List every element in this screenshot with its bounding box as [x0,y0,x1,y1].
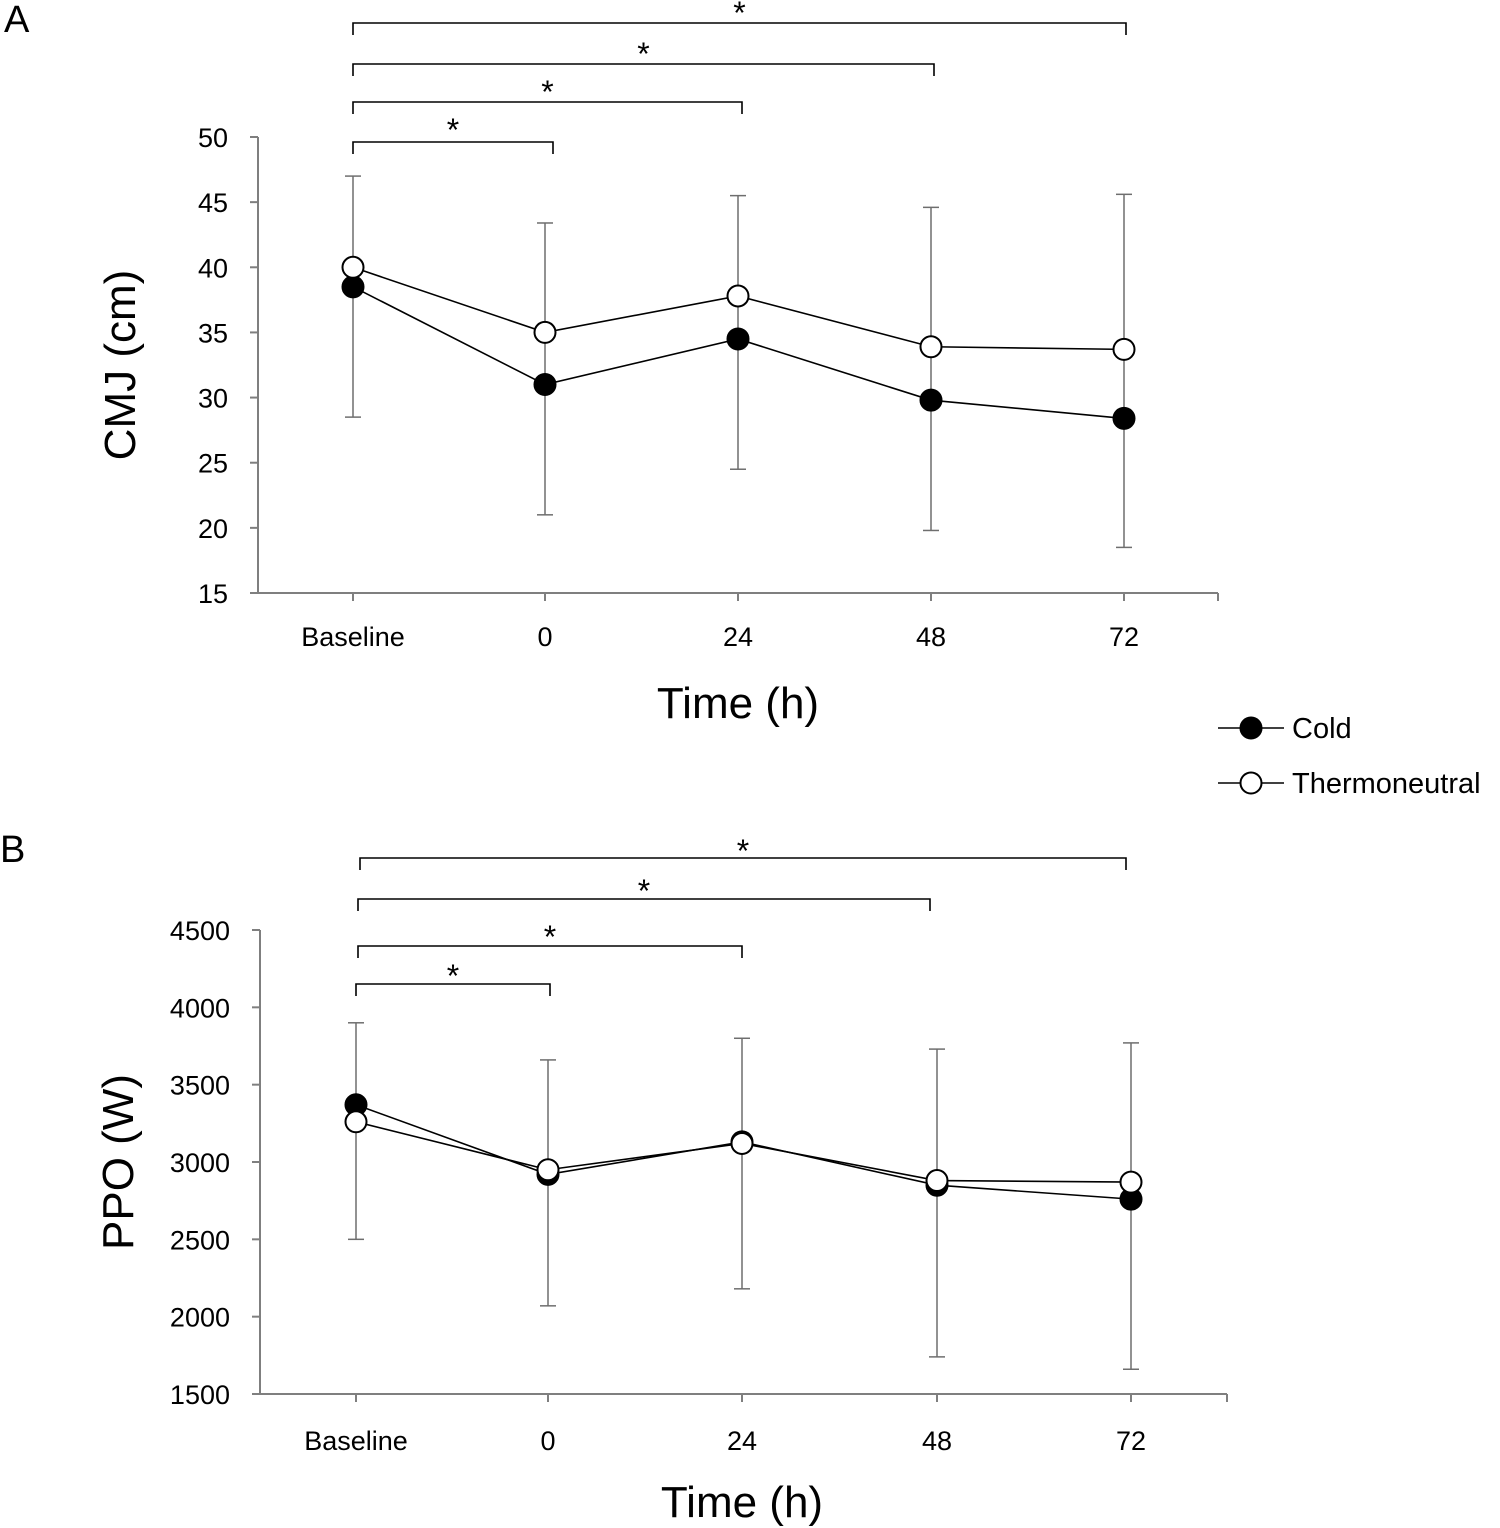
y-tick-label: 40 [198,253,228,283]
x-tick-label: 48 [916,622,946,652]
data-point-cold [1112,406,1136,430]
x-tick-label: 72 [1116,1426,1146,1456]
x-tick-label: 24 [727,1426,757,1456]
panel-a-chart: A 15 20 25 30 35 40 45 50 Baseline 0 24 48 72 Time (h)… [4,0,1219,728]
panel-label: A [4,0,30,41]
significance-star: * [733,0,745,31]
data-point-thermoneutral [726,284,750,308]
y-tick-label: 2000 [170,1303,230,1333]
y-tick-label: 1500 [170,1380,230,1410]
legend-label: Thermoneutral [1292,768,1481,800]
y-tick-label: 20 [198,514,228,544]
significance-bracket [359,857,1127,870]
significance-star: * [737,833,749,869]
significance-bracket [352,101,743,114]
significance-star: * [541,74,553,110]
significance-bracket [355,983,551,996]
data-point-thermoneutral [1112,337,1136,361]
legend-label: Cold [1292,713,1352,745]
significance-bracket [352,141,554,154]
legend-marker-cold [1239,716,1263,740]
data-point-thermoneutral [730,1131,754,1155]
significance-star: * [638,873,650,909]
significance-bracket [352,63,935,76]
x-tick-label: 48 [922,1426,952,1456]
data-point-cold [341,275,365,299]
y-tick-label: 4000 [170,993,230,1023]
data-point-thermoneutral [341,255,365,279]
significance-star: * [447,958,459,994]
y-tick-label: 15 [198,579,228,609]
x-axis-title: Time (h) [657,679,819,728]
x-tick-label: Baseline [304,1426,408,1456]
data-point-cold [533,373,557,397]
significance-bracket [357,945,743,958]
x-tick-label: 24 [723,622,753,652]
panel-b-chart: B 1500 2000 2500 3000 3500 4000 4500 Baseline 0 24… [0,829,1228,1527]
y-tick-label: 35 [198,318,228,348]
y-tick-label: 50 [198,123,228,153]
x-tick-label: 72 [1109,622,1139,652]
significance-star: * [544,919,556,955]
y-tick-label: 3500 [170,1071,230,1101]
x-tick-label: 0 [540,1426,555,1456]
y-axis-title: CMJ (cm) [96,270,145,461]
data-point-thermoneutral [536,1158,560,1182]
data-point-thermoneutral [344,1110,368,1134]
y-tick-label: 3000 [170,1148,230,1178]
data-point-thermoneutral [1119,1170,1143,1194]
panel-label: B [0,829,25,871]
y-tick-label: 2500 [170,1225,230,1255]
significance-star: * [637,36,649,72]
y-tick-label: 25 [198,449,228,479]
significance-bracket [352,22,1127,35]
data-point-cold [919,388,943,412]
data-point-thermoneutral [919,335,943,359]
legend-marker-thermoneutral [1239,771,1263,795]
y-tick-label: 45 [198,188,228,218]
legend: Cold Thermoneutral [1218,713,1481,800]
x-tick-label: Baseline [301,622,405,652]
significance-star: * [447,112,459,148]
data-point-cold [726,327,750,351]
data-point-thermoneutral [533,320,557,344]
x-tick-label: 0 [537,622,552,652]
y-tick-label: 4500 [170,916,230,946]
y-tick-label: 30 [198,384,228,414]
y-axis-title: PPO (W) [94,1074,143,1250]
x-axis-title: Time (h) [661,1478,823,1527]
significance-bracket [357,898,931,911]
data-point-thermoneutral [925,1169,949,1193]
